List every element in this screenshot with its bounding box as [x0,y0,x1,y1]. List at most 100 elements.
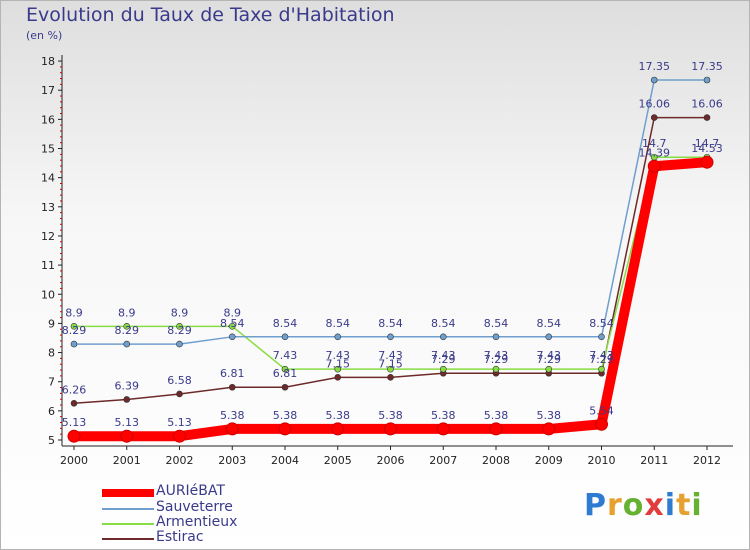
data-point [173,429,186,443]
data-label: 7.43 [273,349,298,362]
data-point [492,333,500,341]
data-point [700,155,714,169]
data-label: 14.7 [695,137,720,150]
x-tick-label: 2011 [640,454,668,467]
y-tick-label: 15 [41,143,55,156]
x-tick-label: 2001 [113,454,141,467]
data-point [228,333,236,341]
x-tick-label: 2010 [588,454,616,467]
legend-swatch [102,538,154,540]
data-label: 8.54 [484,317,509,330]
data-label: 7.15 [326,357,351,370]
data-label: 7.43 [431,349,456,362]
data-label: 8.9 [65,306,83,319]
data-label: 7.29 [484,353,509,366]
y-tick-label: 7 [48,376,55,389]
data-point [278,422,292,436]
data-label: 8.29 [115,324,140,337]
data-label: 5.13 [62,416,87,429]
data-label: 6.58 [167,374,192,387]
data-label: 8.29 [167,324,192,337]
data-point [436,422,450,436]
data-point [545,333,553,341]
data-label: 7.43 [378,349,403,362]
legend-swatch [102,508,154,510]
x-tick-label: 2003 [218,454,246,467]
y-tick-label: 6 [48,405,55,418]
legend-label: Sauveterre [156,499,233,515]
y-tick-label: 17 [41,84,55,97]
data-point [545,365,553,373]
data-point [334,374,342,381]
data-label: 14.39 [639,146,671,159]
chart-title: Evolution du Taux de Taxe d'Habitation [26,4,395,26]
series-line-sauveterre [73,79,708,345]
data-point [331,422,345,436]
data-label: 8.54 [326,317,351,330]
data-point [703,114,711,121]
data-point [281,333,289,341]
chart-subtitle: (en %) [26,29,63,42]
data-label: 8.54 [378,317,403,330]
data-point [70,340,78,348]
data-point [650,76,658,84]
data-point [387,333,394,341]
data-label: 7.29 [431,353,456,366]
y-tick-label: 12 [41,230,55,243]
logo-letter: i [691,488,703,523]
data-label: 7.43 [484,349,509,362]
data-label: 7.29 [589,353,614,366]
logo-letter: x [644,488,665,523]
y-tick-label: 9 [48,317,55,330]
x-tick-label: 2005 [324,454,352,467]
data-label: 5.13 [115,416,140,429]
data-label: 8.54 [220,317,245,330]
data-point [598,365,605,373]
data-point [703,76,711,84]
x-tick-label: 2012 [693,454,721,467]
data-point [384,422,397,436]
data-label: 8.54 [537,317,562,330]
data-label: 8.9 [118,306,136,319]
data-point [595,417,608,431]
data-label: 7.43 [537,349,562,362]
x-tick-label: 2002 [166,454,194,467]
data-label: 8.54 [431,317,456,330]
y-tick-label: 16 [41,113,55,126]
x-tick-label: 2004 [271,454,299,467]
legend-label: Estirac [156,529,204,545]
legend-label: Armentieux [156,514,238,530]
logo-letter: t [676,488,692,523]
data-point [176,340,183,348]
data-label: 7.15 [378,357,403,370]
data-point [123,323,131,330]
data-label: 5.54 [589,404,614,417]
y-tick-label: 18 [41,55,55,68]
x-tick-label: 2009 [535,454,563,467]
data-point [123,340,131,348]
data-point [492,365,500,373]
data-point [334,365,342,373]
data-point [70,323,78,330]
data-point [225,422,239,436]
data-label: 5.38 [431,409,456,422]
data-point [598,333,605,341]
data-label: 7.29 [537,353,562,366]
logo-letter: P [584,488,607,523]
data-point [542,422,556,436]
data-label: 7.43 [589,349,614,362]
data-label: 17.35 [691,60,723,73]
legend-label: AURIéBAT [156,483,225,499]
data-label: 6.81 [220,367,245,380]
x-tick-label: 2008 [482,454,510,467]
data-label: 14.7 [642,137,667,150]
legend-swatch [102,489,154,497]
data-point [70,399,78,407]
data-label: 8.54 [589,317,614,330]
data-point [176,390,183,398]
data-label: 8.54 [273,317,298,330]
data-label: 5.38 [326,409,351,422]
data-label: 8.9 [171,306,189,319]
data-label: 5.38 [273,409,298,422]
